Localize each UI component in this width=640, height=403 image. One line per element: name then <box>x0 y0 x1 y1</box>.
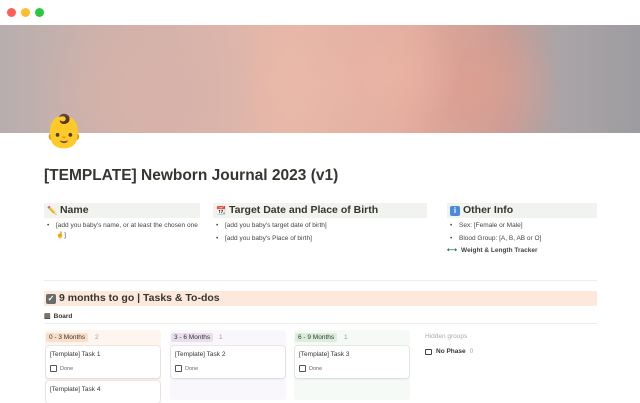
pencil-icon: ✏️ <box>47 206 57 215</box>
done-checkbox[interactable] <box>175 365 182 372</box>
name-heading: ✏️ Name <box>44 203 200 218</box>
group-count: 2 <box>95 334 99 341</box>
task-card[interactable]: [Template] Task 4 <box>46 381 160 403</box>
maximize-button[interactable] <box>35 8 44 17</box>
other-info-heading: i Other Info <box>447 203 597 218</box>
calendar-icon: 📆 <box>216 206 226 215</box>
group-label[interactable]: 3 - 6 Months <box>171 333 214 342</box>
weight-length-tracker-link[interactable]: ⟷ Weight & Length Tracker <box>447 246 538 255</box>
group-label[interactable]: 0 - 3 Months <box>46 333 89 342</box>
done-checkbox[interactable] <box>299 365 306 372</box>
close-button[interactable] <box>7 8 16 17</box>
group-count: 1 <box>219 334 223 341</box>
page-icon[interactable]: 👶 <box>44 113 84 149</box>
info-icon: i <box>450 205 460 216</box>
task-card[interactable]: [Template] Task 3 Done <box>295 346 409 378</box>
list-item: Blood Group: [A, B, AB or O] <box>447 234 541 244</box>
divider <box>44 280 597 281</box>
list-item: Sex: [Female or Male] <box>447 221 523 231</box>
inbox-icon <box>425 348 432 355</box>
hidden-groups-label: Hidden groups <box>425 333 468 340</box>
list-item: [add you baby's target date of birth] <box>213 221 327 231</box>
dumbbell-icon: ⟷ <box>447 247 458 254</box>
page-title[interactable]: [TEMPLATE] Newborn Journal 2023 (v1) <box>44 167 339 184</box>
tab-divider <box>44 323 597 324</box>
cover-image <box>0 25 640 133</box>
done-checkbox[interactable] <box>50 365 57 372</box>
task-card[interactable]: [Template] Task 1 Done <box>46 346 160 378</box>
board-icon: ▥ <box>44 313 51 320</box>
target-heading: 📆 Target Date and Place of Birth <box>213 203 427 218</box>
checkbox-icon: ✓ <box>46 293 56 304</box>
tasks-heading: ✓ 9 months to go | Tasks & To-dos <box>44 291 597 306</box>
minimize-button[interactable] <box>21 8 30 17</box>
list-item: [add you baby's name, or at least the ch… <box>44 221 204 241</box>
group-count: 1 <box>344 334 348 341</box>
task-card[interactable]: [Template] Task 2 Done <box>171 346 285 378</box>
hidden-group-no-phase[interactable]: No Phase 0 <box>425 348 473 355</box>
group-label[interactable]: 6 - 9 Months <box>295 333 338 342</box>
list-item: [add you baby's Place of birth] <box>213 234 312 244</box>
